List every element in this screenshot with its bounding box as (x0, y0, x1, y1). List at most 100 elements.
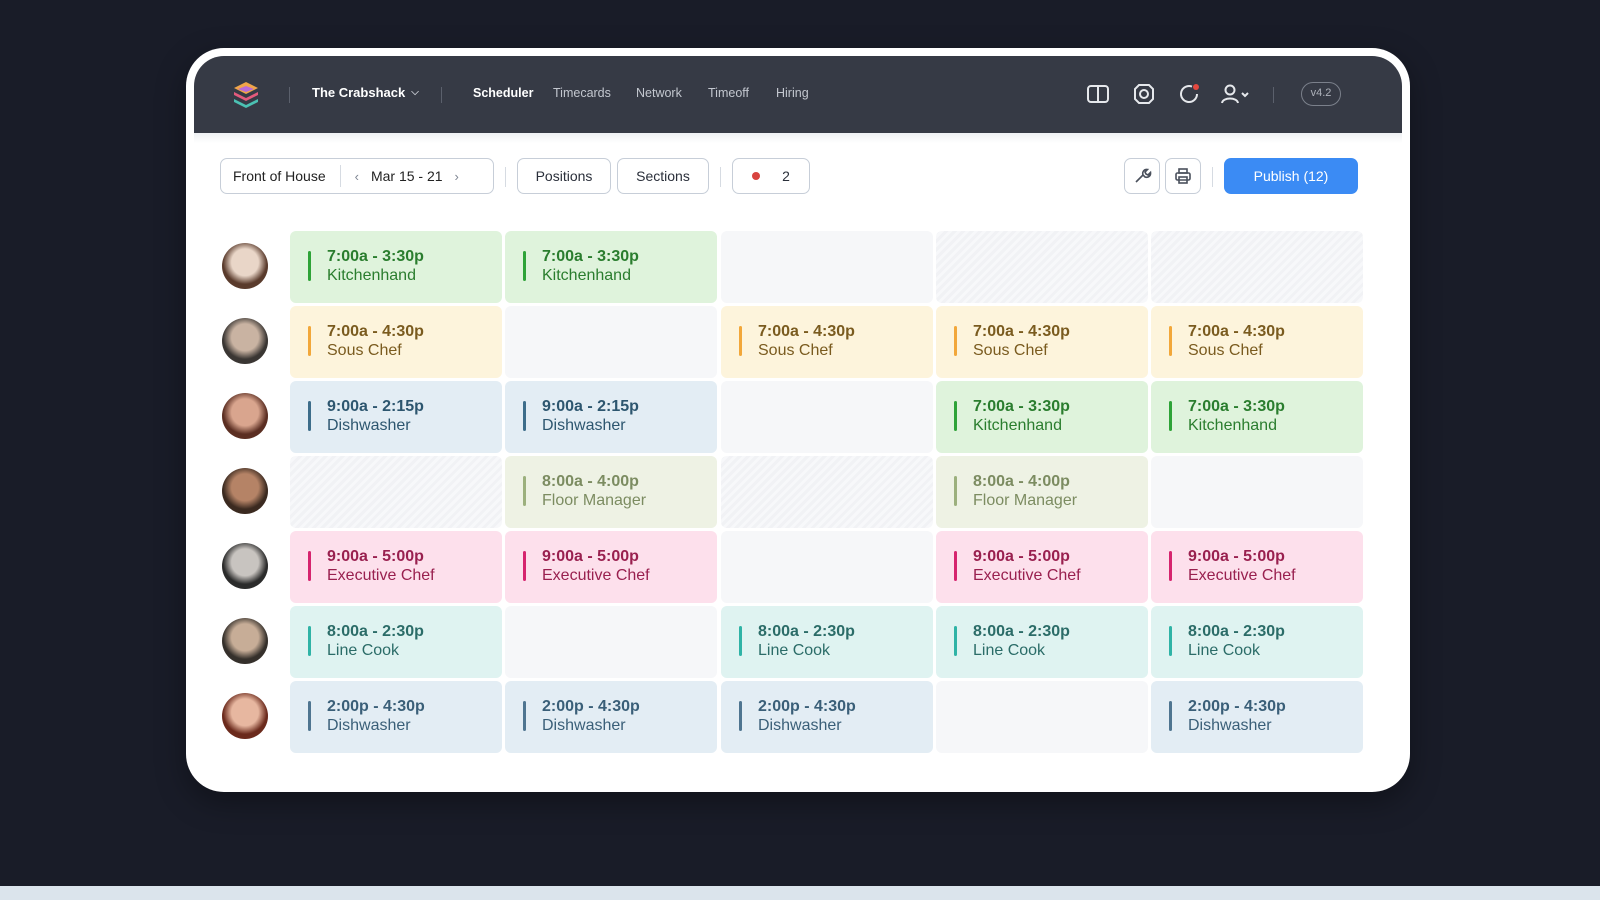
positions-button[interactable]: Positions (517, 158, 611, 194)
notification-refresh-icon[interactable] (1175, 80, 1203, 108)
employee-avatar[interactable] (222, 693, 268, 739)
shift-card[interactable]: 7:00a - 4:30p Sous Chef (1151, 306, 1363, 378)
company-switcher[interactable]: The Crabshack ⌵ (312, 85, 419, 100)
shift-card[interactable]: 7:00a - 3:30p Kitchenhand (505, 231, 717, 303)
tag-icon[interactable] (1130, 80, 1158, 108)
shift-card[interactable]: 9:00a - 2:15p Dishwasher (290, 381, 502, 453)
shift-time: 8:00a - 2:30p (758, 623, 855, 640)
shift-time: 8:00a - 4:00p (542, 473, 639, 490)
shift-time: 7:00a - 4:30p (758, 323, 855, 340)
shift-role: Executive Chef (542, 567, 650, 584)
shift-color-bar (954, 326, 957, 356)
shift-card[interactable]: 9:00a - 5:00p Executive Chef (505, 531, 717, 603)
shift-role: Sous Chef (1188, 342, 1263, 359)
shift-card[interactable]: 7:00a - 4:30p Sous Chef (936, 306, 1148, 378)
shift-time: 7:00a - 3:30p (327, 248, 424, 265)
shift-card[interactable]: 2:00p - 4:30p Dishwasher (505, 681, 717, 753)
shift-card[interactable]: 2:00p - 4:30p Dishwasher (721, 681, 933, 753)
alert-count: 2 (782, 168, 790, 184)
shift-card[interactable]: 9:00a - 2:15p Dishwasher (505, 381, 717, 453)
book-icon[interactable] (1084, 80, 1112, 108)
wrench-icon (1135, 168, 1152, 183)
shift-color-bar (523, 551, 526, 581)
unavailable-cell[interactable] (936, 231, 1148, 303)
shift-color-bar (523, 701, 526, 731)
unavailable-cell[interactable] (1151, 231, 1363, 303)
publish-button[interactable]: Publish (12) (1224, 158, 1358, 194)
shift-role: Sous Chef (973, 342, 1048, 359)
shift-role: Line Cook (1188, 642, 1261, 659)
alerts-button[interactable]: 2 (732, 158, 810, 194)
shift-color-bar (308, 626, 311, 656)
employee-avatar[interactable] (222, 543, 268, 589)
shift-time: 7:00a - 3:30p (973, 398, 1070, 415)
shift-card[interactable]: 8:00a - 2:30p Line Cook (290, 606, 502, 678)
shift-card[interactable]: 9:00a - 5:00p Executive Chef (936, 531, 1148, 603)
shift-color-bar (1169, 401, 1172, 431)
empty-cell[interactable] (721, 531, 933, 603)
shift-card[interactable]: 8:00a - 4:00p Floor Manager (505, 456, 717, 528)
app-logo-icon[interactable] (232, 80, 260, 110)
shift-time: 7:00a - 3:30p (542, 248, 639, 265)
nav-timecards[interactable]: Timecards (553, 86, 611, 100)
shift-color-bar (954, 401, 957, 431)
tools-button[interactable] (1124, 158, 1160, 194)
shift-time: 9:00a - 2:15p (327, 398, 424, 415)
nav-divider (289, 87, 290, 103)
sections-button[interactable]: Sections (617, 158, 709, 194)
shift-card[interactable]: 8:00a - 2:30p Line Cook (721, 606, 933, 678)
empty-cell[interactable] (936, 681, 1148, 753)
unavailable-cell[interactable] (721, 456, 933, 528)
empty-cell[interactable] (505, 306, 717, 378)
nav-scheduler[interactable]: Scheduler (473, 86, 534, 100)
shift-card[interactable]: 9:00a - 5:00p Executive Chef (290, 531, 502, 603)
shift-time: 2:00p - 4:30p (542, 698, 640, 715)
shift-card[interactable]: 7:00a - 4:30p Sous Chef (290, 306, 502, 378)
shift-role: Kitchenhand (973, 417, 1062, 434)
employee-avatar[interactable] (222, 468, 268, 514)
unavailable-cell[interactable] (290, 456, 502, 528)
nav-timeoff[interactable]: Timeoff (708, 86, 749, 100)
next-week-icon[interactable]: › (454, 168, 459, 184)
shift-time: 2:00p - 4:30p (758, 698, 856, 715)
previous-week-icon[interactable]: ‹ (354, 168, 359, 184)
shift-card[interactable]: 2:00p - 4:30p Dishwasher (1151, 681, 1363, 753)
shift-card[interactable]: 8:00a - 4:00p Floor Manager (936, 456, 1148, 528)
device-frame: The Crabshack ⌵ Scheduler Timecards Netw… (186, 48, 1410, 792)
shift-color-bar (954, 476, 957, 506)
shift-color-bar (523, 401, 526, 431)
employee-avatar[interactable] (222, 618, 268, 664)
empty-cell[interactable] (721, 231, 933, 303)
shift-card[interactable]: 9:00a - 5:00p Executive Chef (1151, 531, 1363, 603)
nav-network[interactable]: Network (636, 86, 682, 100)
company-name: The Crabshack (312, 85, 406, 100)
employee-avatar[interactable] (222, 318, 268, 364)
shift-card[interactable]: 7:00a - 3:30p Kitchenhand (936, 381, 1148, 453)
empty-cell[interactable] (505, 606, 717, 678)
shift-card[interactable]: 8:00a - 2:30p Line Cook (1151, 606, 1363, 678)
shift-time: 9:00a - 5:00p (327, 548, 424, 565)
user-menu-icon[interactable] (1219, 80, 1253, 108)
shift-role: Floor Manager (973, 492, 1078, 509)
shift-role: Kitchenhand (1188, 417, 1277, 434)
empty-cell[interactable] (1151, 456, 1363, 528)
top-nav: The Crabshack ⌵ Scheduler Timecards Netw… (194, 56, 1402, 133)
shift-color-bar (308, 326, 311, 356)
shift-role: Floor Manager (542, 492, 647, 509)
shift-card[interactable]: 7:00a - 4:30p Sous Chef (721, 306, 933, 378)
shift-color-bar (308, 251, 311, 281)
shift-color-bar (1169, 326, 1172, 356)
date-range[interactable]: Mar 15 - 21 (370, 168, 443, 184)
location-select[interactable]: Front of House (233, 168, 326, 184)
print-button[interactable] (1165, 158, 1201, 194)
employee-avatar[interactable] (222, 393, 268, 439)
nav-hiring[interactable]: Hiring (776, 86, 809, 100)
empty-cell[interactable] (721, 381, 933, 453)
shift-card[interactable]: 7:00a - 3:30p Kitchenhand (1151, 381, 1363, 453)
shift-color-bar (308, 701, 311, 731)
shift-card[interactable]: 8:00a - 2:30p Line Cook (936, 606, 1148, 678)
shift-card[interactable]: 2:00p - 4:30p Dishwasher (290, 681, 502, 753)
shift-time: 7:00a - 3:30p (1188, 398, 1285, 415)
employee-avatar[interactable] (222, 243, 268, 289)
shift-card[interactable]: 7:00a - 3:30p Kitchenhand (290, 231, 502, 303)
